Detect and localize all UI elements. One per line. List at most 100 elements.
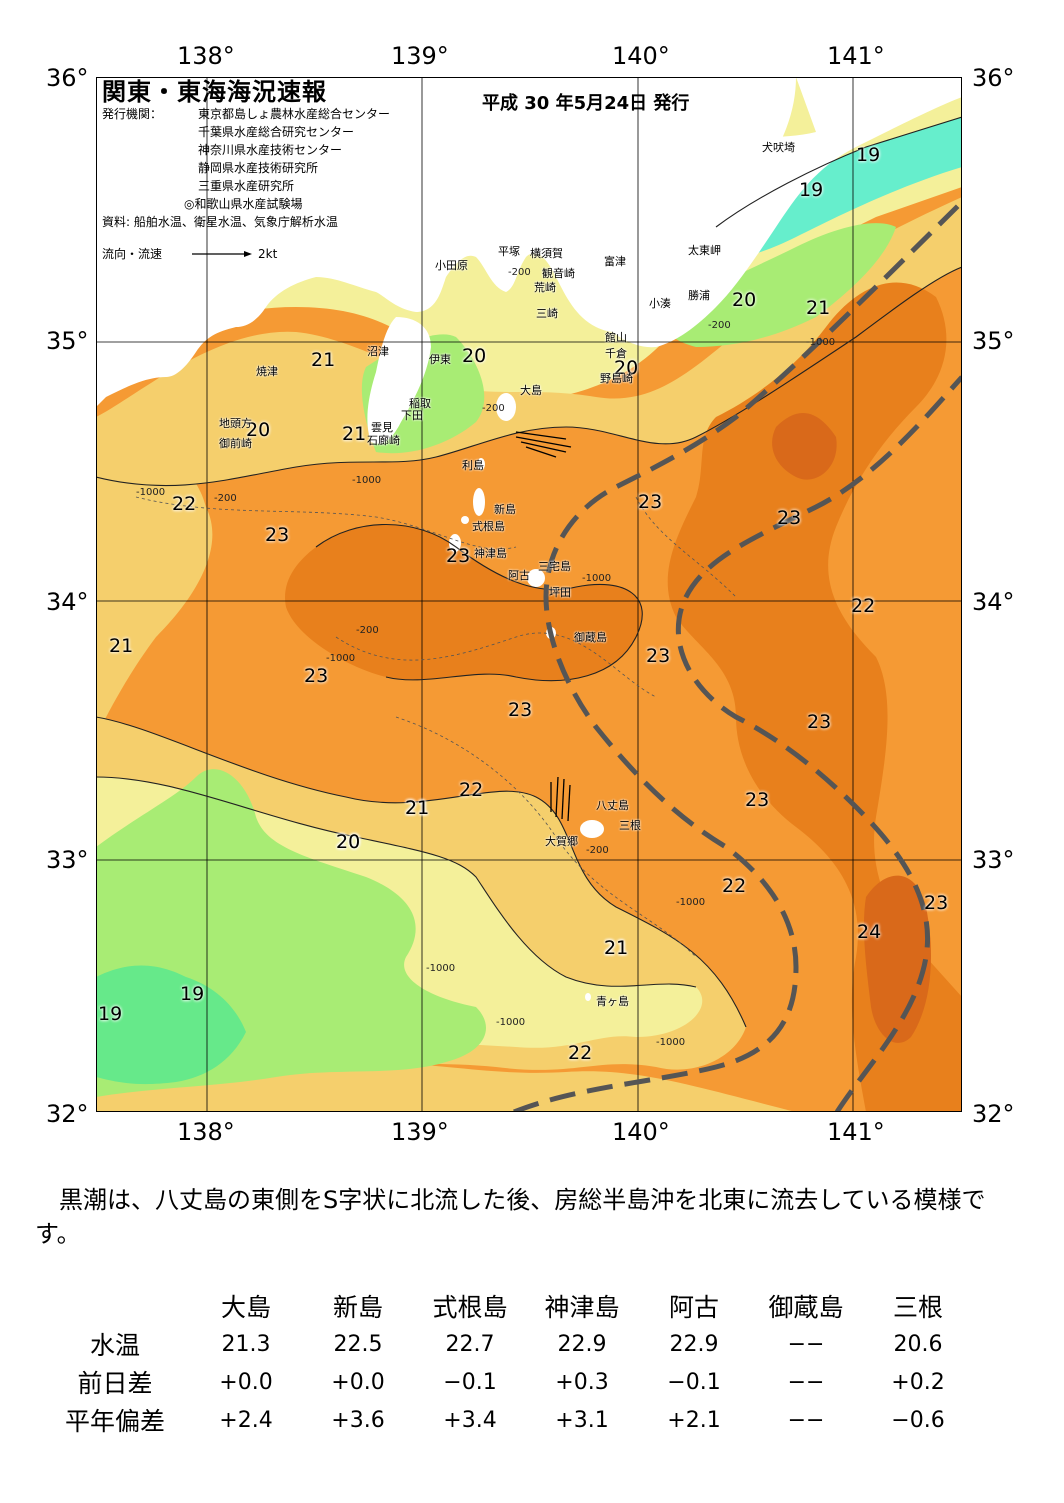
issuer-5: 三重県水産研究所 [198, 179, 295, 193]
table-corner [40, 1287, 190, 1325]
isotherm-label: 22 [722, 875, 747, 897]
isotherm-label: 22 [172, 493, 197, 515]
lon-label-138-bottom: 138° [177, 1118, 235, 1146]
place-label: 犬吠埼 [762, 141, 795, 154]
depth-label: -1000 [582, 573, 612, 584]
lat-label-33: 33° [46, 846, 89, 874]
place-label: 八丈島 [596, 799, 629, 812]
depth-label: -1000 [496, 1017, 526, 1028]
field-22-south [96, 1007, 796, 1112]
place-label: 横須賀 [530, 247, 563, 260]
isotherm-label: 23 [508, 699, 533, 721]
table-row: 水温 21.3 22.5 22.7 22.9 22.9 −− 20.6 [40, 1325, 974, 1363]
place-label: 青ヶ島 [596, 995, 629, 1008]
issuer-1: 東京都島しょ農林水産総合センター [198, 107, 391, 121]
place-label: 石廊崎 [367, 434, 400, 447]
field-24-core-north [772, 413, 837, 480]
place-label: 下田 [401, 409, 423, 422]
isotherm-label: 21 [806, 297, 831, 319]
isotherm-label: 21 [405, 797, 430, 819]
lat-label-35-right: 35° [972, 327, 1015, 355]
place-label: 千倉 [605, 347, 627, 360]
isotherm-label: 23 [265, 524, 290, 546]
isotherm-label: 20 [462, 345, 487, 367]
isotherm-label: 23 [304, 665, 329, 687]
flow-legend-arrow-icon [192, 251, 253, 257]
issuer-2: 千葉県水産総合研究センター [198, 125, 355, 139]
table-header: 新島 [332, 1293, 383, 1322]
isotherm-label: 23 [777, 507, 802, 529]
place-label: 焼津 [256, 365, 278, 378]
row-label: 前日差 [77, 1369, 153, 1398]
isotherm-label: 21 [109, 635, 134, 657]
sea-temperature-map: 関東・東海海況速報 発行機関： 東京都島しょ農林水産総合センター 千葉県水産総合… [96, 77, 962, 1112]
island-toshima [477, 458, 485, 470]
table-cell: 22.9 [669, 1331, 719, 1357]
table-cell: +0.0 [219, 1369, 273, 1395]
isotherm-label: 19 [856, 144, 881, 166]
field-20-boso [665, 223, 896, 347]
lat-label-32: 32° [46, 1100, 89, 1128]
isotherm-label: 24 [857, 921, 882, 943]
info-block: 関東・東海海況速報 発行機関： 東京都島しょ農林水産総合センター 千葉県水産総合… [102, 80, 391, 263]
depth-label: -200 [708, 320, 731, 331]
kuroshio-axis-offshore [675, 375, 962, 1112]
place-label: 観音崎 [542, 267, 575, 280]
lat-label-36-right: 36° [972, 64, 1015, 92]
land-boso [576, 77, 962, 348]
station-temperature-table: 大島 新島 式根島 神津島 阿古 御蔵島 三根 水温 21.3 22.5 22.… [40, 1287, 974, 1439]
table-cell: 22.5 [333, 1331, 383, 1357]
isotherm-label: 22 [568, 1042, 593, 1064]
isotherm-label: 20 [246, 419, 271, 441]
isotherm-label: 19 [799, 179, 824, 201]
table-header: 神津島 [544, 1293, 620, 1322]
lon-label-139: 139° [391, 42, 449, 70]
table-cell: +2.1 [667, 1407, 721, 1433]
lat-label-32-right: 32° [972, 1100, 1015, 1128]
isotherm-label: 23 [745, 789, 770, 811]
isotherm-label: 19 [98, 1003, 123, 1025]
issuer-4: 静岡県水産技術研究所 [198, 161, 319, 175]
table-cell: −0.6 [891, 1407, 945, 1433]
table-cell: +3.4 [443, 1407, 497, 1433]
table-header: 大島 [220, 1293, 271, 1322]
isotherm-label: 19 [180, 983, 205, 1005]
table-cell: −0.1 [443, 1369, 497, 1395]
current-vectors [515, 431, 572, 822]
place-label: 三根 [619, 819, 641, 832]
depth-label: -1000 [656, 1037, 686, 1048]
table-cell: 20.6 [893, 1331, 943, 1357]
place-label: 伊東 [429, 353, 451, 366]
table-cell: −− [787, 1331, 825, 1357]
table-header-row: 大島 新島 式根島 神津島 阿古 御蔵島 三根 [40, 1287, 974, 1325]
isotherm-label: 20 [336, 831, 361, 853]
isotherm-label: 20 [732, 289, 757, 311]
depth-label: -200 [508, 267, 531, 278]
row-label: 平年偏差 [64, 1407, 165, 1436]
table-cell: +3.6 [331, 1407, 385, 1433]
place-label: 小田原 [435, 259, 468, 272]
place-label: 小湊 [649, 297, 671, 310]
place-label: 坪田 [549, 586, 571, 599]
lat-label-35: 35° [46, 327, 89, 355]
depth-label: -200 [214, 493, 237, 504]
island-miyakejima [527, 569, 545, 587]
place-label: 勝浦 [688, 289, 710, 302]
island-hachijojima [580, 820, 604, 838]
field-22-north [96, 197, 962, 486]
place-label: 地頭方 [219, 417, 252, 430]
island-shikinejima [461, 516, 469, 524]
place-label: 御前崎 [219, 437, 252, 450]
depth-label: -1000 [676, 897, 706, 908]
lat-label-36: 36° [46, 64, 89, 92]
place-label: 利島 [462, 459, 484, 472]
place-label: 館山 [605, 331, 627, 344]
place-label: 御蔵島 [574, 631, 607, 644]
lon-label-140: 140° [612, 42, 670, 70]
isotherm-label: 20 [336, 831, 361, 853]
isotherm-label: 23 [924, 892, 949, 914]
isotherm-label: 21 [311, 349, 336, 371]
table-header: 阿古 [668, 1293, 719, 1322]
place-label: 大島 [520, 384, 542, 397]
isotherm-label: 20 [614, 357, 639, 379]
